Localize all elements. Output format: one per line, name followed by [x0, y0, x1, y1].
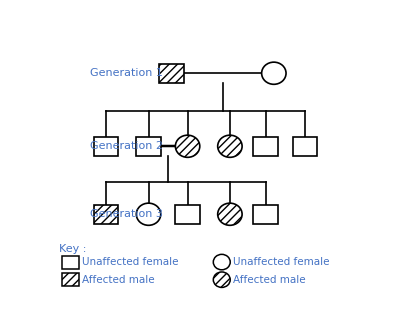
- Bar: [293, 137, 317, 156]
- Bar: [136, 137, 161, 156]
- Ellipse shape: [218, 135, 242, 157]
- Text: Generation 1: Generation 1: [90, 68, 163, 78]
- Bar: [94, 205, 118, 224]
- Ellipse shape: [213, 254, 230, 270]
- Bar: [94, 137, 118, 156]
- Bar: [62, 255, 79, 268]
- Bar: [62, 273, 79, 286]
- Ellipse shape: [176, 135, 200, 157]
- Text: Unaffected female: Unaffected female: [82, 257, 178, 267]
- Ellipse shape: [262, 62, 286, 84]
- Text: Affected male: Affected male: [82, 275, 155, 285]
- Ellipse shape: [213, 272, 230, 287]
- Bar: [176, 205, 200, 224]
- Bar: [254, 205, 278, 224]
- Text: Key :: Key :: [59, 245, 87, 254]
- Bar: [254, 137, 278, 156]
- Text: Affected male: Affected male: [233, 275, 306, 285]
- Bar: [159, 64, 184, 83]
- Ellipse shape: [218, 203, 242, 225]
- Text: Generation 2: Generation 2: [90, 141, 163, 151]
- Ellipse shape: [136, 203, 161, 225]
- Text: Unaffected female: Unaffected female: [233, 257, 330, 267]
- Text: Generation 3: Generation 3: [90, 209, 163, 219]
